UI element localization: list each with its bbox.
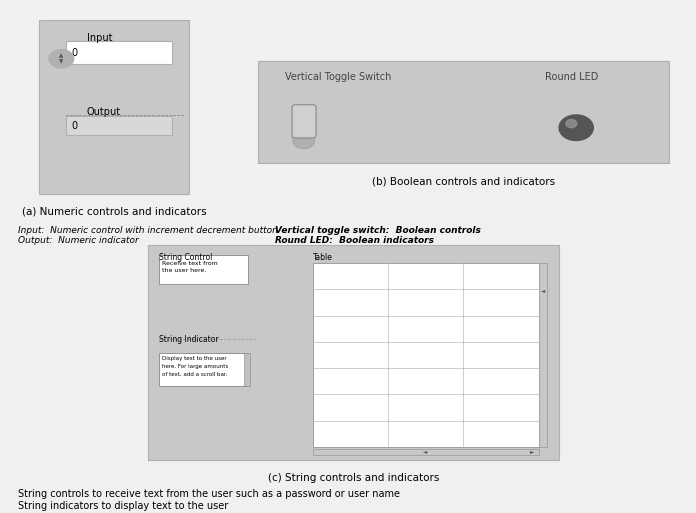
Bar — [244, 352, 250, 386]
Circle shape — [49, 50, 74, 68]
Text: Input:  Numeric control with increment decrement button: Input: Numeric control with increment de… — [18, 226, 278, 235]
Text: (b) Boolean controls and indicators: (b) Boolean controls and indicators — [372, 176, 555, 186]
Bar — [66, 41, 173, 64]
Text: (c) String controls and indicators: (c) String controls and indicators — [268, 472, 439, 483]
Bar — [539, 263, 547, 447]
Bar — [148, 245, 559, 460]
FancyBboxPatch shape — [292, 105, 316, 138]
Text: Receive text from: Receive text from — [162, 261, 218, 266]
Text: Input: Input — [87, 33, 112, 43]
Text: 0: 0 — [72, 121, 78, 131]
Bar — [66, 116, 173, 135]
Text: Vertical Toggle Switch: Vertical Toggle Switch — [285, 71, 392, 82]
Text: String Indicator: String Indicator — [159, 334, 219, 344]
Text: String controls to receive text from the user such as a password or user name: String controls to receive text from the… — [18, 489, 400, 500]
Bar — [258, 62, 669, 164]
Text: of text, add a scroll bar.: of text, add a scroll bar. — [162, 371, 228, 377]
Text: Table: Table — [313, 253, 333, 262]
Text: Round LED:  Boolean indicators: Round LED: Boolean indicators — [275, 236, 434, 245]
Bar — [313, 263, 539, 447]
Text: ◄: ◄ — [541, 288, 545, 293]
Bar — [159, 352, 248, 386]
Circle shape — [566, 120, 577, 128]
Bar — [313, 448, 539, 455]
Text: here. For large amounts: here. For large amounts — [162, 364, 228, 369]
Text: (a) Numeric controls and indicators: (a) Numeric controls and indicators — [22, 207, 207, 217]
Text: ▲: ▲ — [59, 53, 63, 58]
Text: ►: ► — [530, 449, 534, 453]
Text: the user here.: the user here. — [162, 268, 207, 273]
Text: Display text to the user: Display text to the user — [162, 356, 227, 361]
Text: String indicators to display text to the user: String indicators to display text to the… — [18, 501, 228, 510]
Bar — [39, 21, 189, 194]
Text: Output: Output — [87, 107, 121, 117]
Circle shape — [293, 132, 315, 149]
Text: Round LED: Round LED — [546, 71, 599, 82]
Text: Output:  Numeric indicator: Output: Numeric indicator — [18, 236, 139, 245]
Text: ◄: ◄ — [423, 449, 428, 453]
Text: ▼: ▼ — [59, 60, 63, 64]
Text: String Control: String Control — [159, 253, 212, 262]
Text: 0: 0 — [72, 48, 78, 57]
Circle shape — [559, 115, 593, 141]
Text: Vertical toggle switch:  Boolean controls: Vertical toggle switch: Boolean controls — [275, 226, 481, 235]
Bar — [159, 255, 248, 284]
